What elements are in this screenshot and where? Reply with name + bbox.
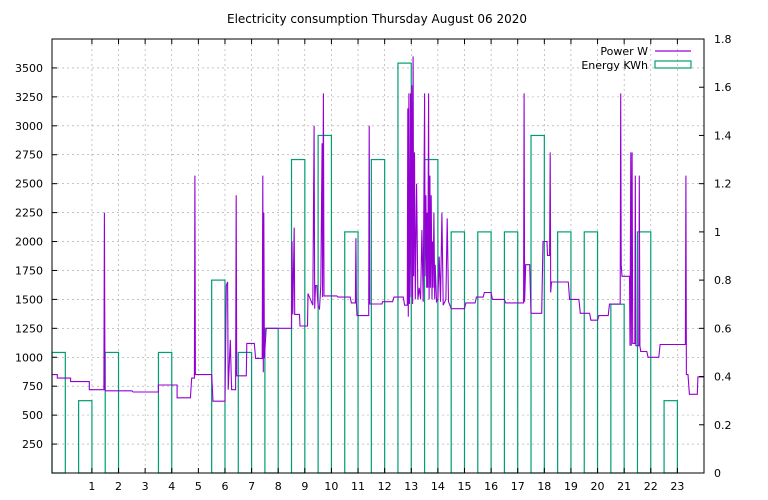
energy-bar (237, 351, 253, 474)
plot-area-frame (51, 38, 705, 474)
energy-bar (557, 231, 572, 474)
y2-axis-ticks: 0 0.2 0.4 0.6 0.8 1 1.2 1.4 1.6 1.8 (699, 33, 732, 480)
x-tick-label: 23 (670, 480, 684, 493)
x-tick-label: 3 (142, 480, 149, 493)
y2-tick-label: 1.2 (714, 178, 732, 191)
energy-bar (78, 400, 93, 474)
y2-tick-label: 0.6 (714, 322, 732, 335)
x-tick-label: 10 (324, 480, 338, 493)
y-tick-label: 2250 (15, 207, 43, 220)
energy-bar (157, 351, 173, 474)
power-series (52, 56, 704, 402)
y2-tick-label: 1.8 (714, 33, 732, 46)
y2-tick-label: 1 (714, 226, 721, 239)
y-tick-label: 750 (22, 380, 43, 393)
x-axis-ticks: 1 2 3 4 5 6 7 8 9 10 11 12 13 14 15 16 17 18 19 20 21 22 23 (88, 39, 684, 493)
power-line (52, 56, 704, 402)
energy-bar (51, 351, 66, 474)
y-tick-label: 250 (22, 438, 43, 451)
energy-bar (477, 231, 492, 474)
x-tick-label: 14 (431, 480, 445, 493)
x-tick-label: 8 (275, 480, 282, 493)
energy-series (51, 62, 678, 474)
chart-title: Electricity consumption Thursday August … (227, 12, 527, 26)
energy-bar (264, 327, 279, 474)
x-tick-label: 16 (484, 480, 498, 493)
x-tick-label: 15 (457, 480, 471, 493)
x-tick-label: 18 (537, 480, 551, 493)
energy-bar (503, 231, 519, 474)
x-tick-label: 11 (351, 480, 365, 493)
y2-tick-label: 0 (714, 467, 721, 480)
x-tick-label: 22 (644, 480, 658, 493)
x-tick-label: 13 (404, 480, 418, 493)
y-tick-label: 3250 (15, 91, 43, 104)
energy-bar (450, 231, 466, 474)
x-tick-label: 20 (591, 480, 605, 493)
energy-bar (583, 231, 599, 474)
y-tick-label: 1000 (15, 351, 43, 364)
grid-lines (52, 39, 704, 473)
y-tick-label: 1500 (15, 293, 43, 306)
x-tick-label: 9 (301, 480, 308, 493)
x-tick-label: 5 (195, 480, 202, 493)
x-tick-label: 17 (511, 480, 525, 493)
y-tick-label: 2750 (15, 149, 43, 162)
y-tick-label: 3500 (15, 62, 43, 75)
x-tick-label: 4 (168, 480, 175, 493)
energy-bar (290, 158, 306, 474)
x-tick-label: 19 (564, 480, 578, 493)
y-tick-label: 2000 (15, 236, 43, 249)
y-tick-label: 1250 (15, 322, 43, 335)
x-tick-label: 21 (617, 480, 631, 493)
energy-bar (610, 303, 625, 474)
x-tick-label: 6 (221, 480, 228, 493)
energy-bar (663, 400, 678, 474)
y2-tick-label: 0.2 (714, 419, 732, 432)
x-tick-label: 12 (378, 480, 392, 493)
y2-tick-label: 1.4 (714, 129, 732, 142)
y-tick-label: 1750 (15, 264, 43, 277)
y2-tick-label: 1.6 (714, 81, 732, 94)
energy-bar (370, 158, 386, 474)
legend-energy-swatch (654, 60, 692, 69)
x-tick-label: 1 (88, 480, 95, 493)
y-tick-label: 3000 (15, 120, 43, 133)
energy-bar (104, 351, 120, 474)
y-axis-ticks: 250 500 750 1000 1250 1500 1750 2000 2250 2500 275… (15, 62, 57, 451)
x-tick-label: 2 (115, 480, 122, 493)
x-tick-label: 7 (248, 480, 255, 493)
legend-energy-label: Energy KWh (581, 59, 648, 72)
y-tick-label: 500 (22, 409, 43, 422)
legend-power-label: Power W (600, 45, 648, 58)
y-tick-label: 2500 (15, 178, 43, 191)
legend: Power W Energy KWh (581, 45, 692, 72)
y2-tick-label: 0.4 (714, 371, 732, 384)
y2-tick-label: 0.8 (714, 274, 732, 287)
